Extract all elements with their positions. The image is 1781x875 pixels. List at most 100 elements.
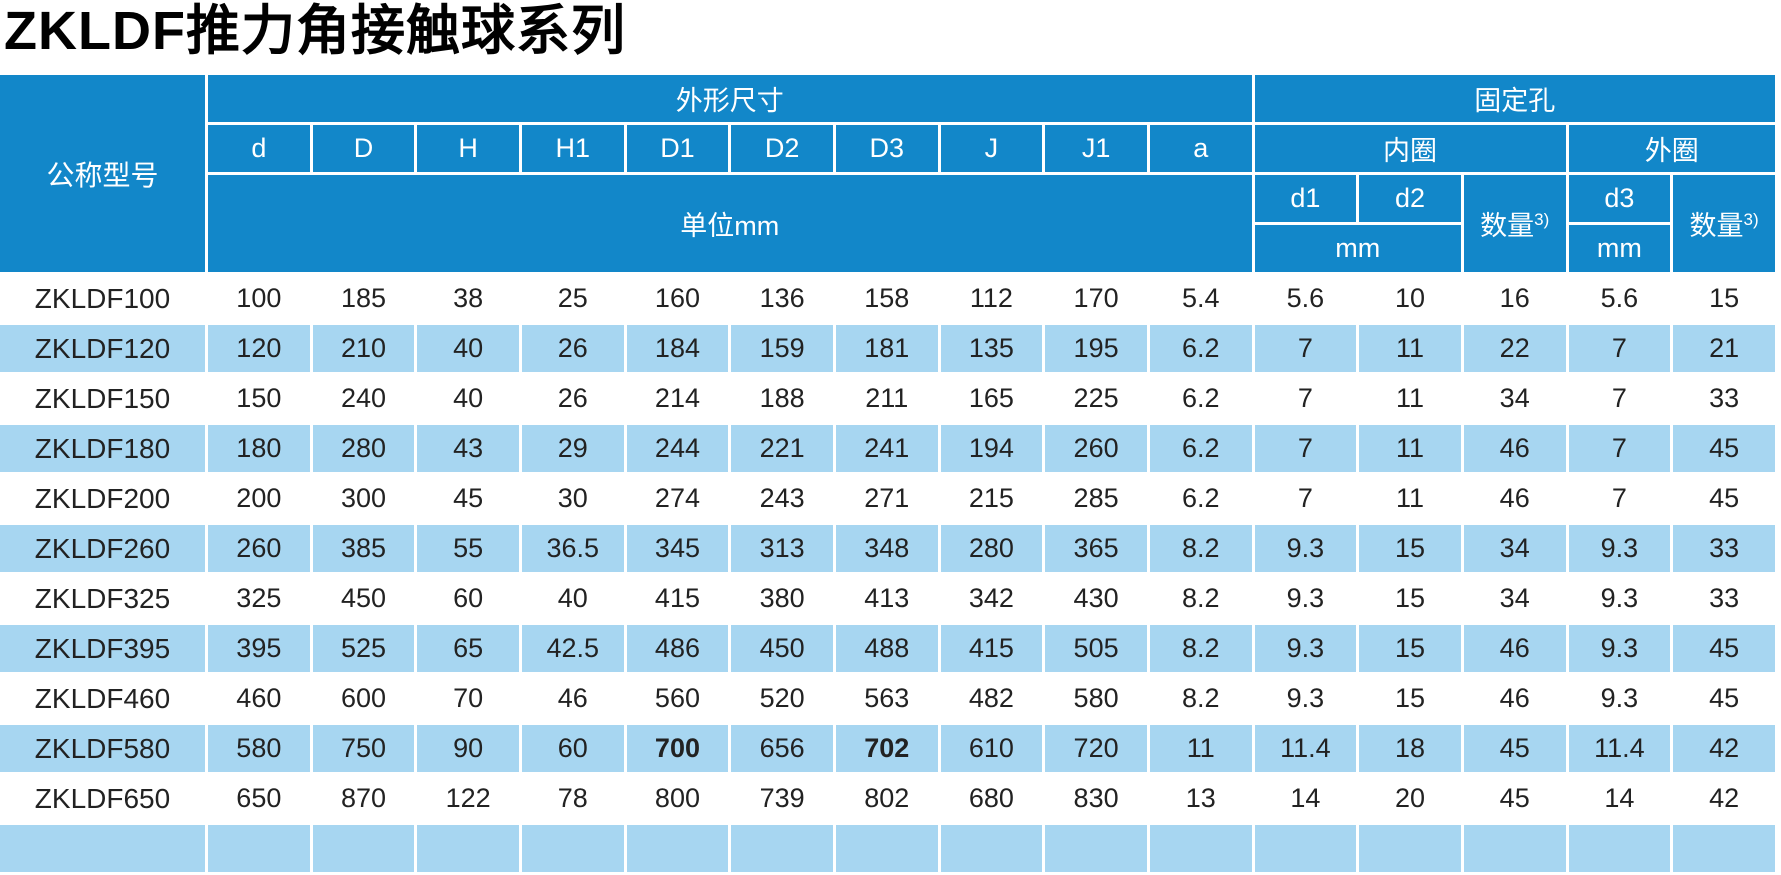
value-cell: 42 <box>1673 775 1775 822</box>
value-cell: 33 <box>1673 375 1775 422</box>
header-dims-unit: 单位mm <box>208 175 1252 272</box>
value-cell: 210 <box>312 325 415 372</box>
value-cell: 260 <box>1045 425 1147 472</box>
value-cell: 395 <box>208 625 310 672</box>
value-cell: 830 <box>1045 775 1147 822</box>
header-J1: J1 <box>1045 125 1147 172</box>
value-cell: 650 <box>208 775 310 822</box>
value-cell: 15 <box>1673 275 1775 322</box>
value-cell: 45 <box>1463 775 1566 822</box>
value-cell: 7 <box>1254 475 1357 522</box>
value-cell: 33 <box>1673 575 1775 622</box>
value-cell: 26 <box>521 375 624 422</box>
value-cell: 45 <box>1673 425 1775 472</box>
table-row: ZKLDF100 100 185 38 25 160 136 158 112 170 5.4 5.6 1… <box>0 275 1775 322</box>
table-row: ZKLDF650 650 870 122 78 800 739 802 680 830 13 14 20… <box>0 775 1775 822</box>
model-cell: ZKLDF120 <box>0 325 205 372</box>
value-cell: 100 <box>208 275 310 322</box>
value-cell: 15 <box>1359 675 1461 722</box>
catalog-page: { "page_title": "ZKLDF推力角接触球系列", "colors… <box>0 4 1775 872</box>
value-cell <box>1568 825 1671 872</box>
value-cell: 60 <box>521 725 624 772</box>
model-cell: ZKLDF150 <box>0 375 205 422</box>
value-cell <box>1463 825 1566 872</box>
value-cell: 5.4 <box>1149 275 1252 322</box>
value-cell: 11 <box>1149 725 1252 772</box>
spec-table: 公称型号 外形尺寸 固定孔 d D H H1 D1 D2 D3 J J1 a 内… <box>0 72 1778 875</box>
value-cell: 221 <box>731 425 833 472</box>
model-cell: ZKLDF260 <box>0 525 205 572</box>
value-cell: 45 <box>417 475 519 522</box>
table-row: ZKLDF150 150 240 40 26 214 188 211 165 225 6.2 7 11 3… <box>0 375 1775 422</box>
value-cell: 15 <box>1359 625 1461 672</box>
value-cell <box>1359 825 1461 872</box>
value-cell: 525 <box>312 625 415 672</box>
value-cell: 700 <box>626 725 729 772</box>
value-cell: 34 <box>1463 375 1566 422</box>
value-cell: 40 <box>417 375 519 422</box>
value-cell: 563 <box>835 675 938 722</box>
value-cell: 244 <box>626 425 729 472</box>
value-cell: 165 <box>940 375 1043 422</box>
value-cell: 45 <box>1463 725 1566 772</box>
value-cell: 5.6 <box>1254 275 1357 322</box>
value-cell: 8.2 <box>1149 675 1252 722</box>
value-cell: 9.3 <box>1254 525 1357 572</box>
value-cell: 6.2 <box>1149 375 1252 422</box>
value-cell: 20 <box>1359 775 1461 822</box>
value-cell: 70 <box>417 675 519 722</box>
value-cell: 45 <box>1673 475 1775 522</box>
value-cell: 413 <box>835 575 938 622</box>
value-cell: 38 <box>417 275 519 322</box>
value-cell: 55 <box>417 525 519 572</box>
value-cell: 215 <box>940 475 1043 522</box>
footnote-marker: 3) <box>1534 210 1550 229</box>
model-cell <box>0 825 205 872</box>
value-cell: 34 <box>1463 525 1566 572</box>
value-cell: 34 <box>1463 575 1566 622</box>
value-cell: 285 <box>1045 475 1147 522</box>
value-cell: 750 <box>312 725 415 772</box>
value-cell: 365 <box>1045 525 1147 572</box>
value-cell: 7 <box>1568 325 1671 372</box>
value-cell: 78 <box>521 775 624 822</box>
value-cell: 415 <box>626 575 729 622</box>
value-cell <box>312 825 415 872</box>
value-cell: 505 <box>1045 625 1147 672</box>
value-cell: 520 <box>731 675 833 722</box>
value-cell: 8.2 <box>1149 525 1252 572</box>
value-cell: 195 <box>1045 325 1147 372</box>
value-cell: 430 <box>1045 575 1147 622</box>
value-cell: 11 <box>1359 425 1461 472</box>
value-cell: 30 <box>521 475 624 522</box>
value-cell: 9.3 <box>1254 625 1357 672</box>
value-cell: 200 <box>208 475 310 522</box>
header-outer-ring: 外圈 <box>1568 125 1775 172</box>
header-dims-group: 外形尺寸 <box>208 75 1252 122</box>
value-cell: 460 <box>208 675 310 722</box>
value-cell: 46 <box>1463 425 1566 472</box>
value-cell: 560 <box>626 675 729 722</box>
value-cell: 112 <box>940 275 1043 322</box>
value-cell <box>626 825 729 872</box>
value-cell: 802 <box>835 775 938 822</box>
header-inner-mm: mm <box>1254 225 1461 272</box>
value-cell: 600 <box>312 675 415 722</box>
value-cell: 40 <box>521 575 624 622</box>
value-cell <box>1254 825 1357 872</box>
model-cell: ZKLDF650 <box>0 775 205 822</box>
value-cell: 180 <box>208 425 310 472</box>
value-cell: 120 <box>208 325 310 372</box>
value-cell: 159 <box>731 325 833 372</box>
header-J: J <box>940 125 1043 172</box>
value-cell <box>521 825 624 872</box>
value-cell: 194 <box>940 425 1043 472</box>
value-cell: 21 <box>1673 325 1775 372</box>
value-cell: 29 <box>521 425 624 472</box>
value-cell: 240 <box>312 375 415 422</box>
value-cell: 7 <box>1254 325 1357 372</box>
value-cell: 22 <box>1463 325 1566 372</box>
value-cell: 135 <box>940 325 1043 372</box>
value-cell: 486 <box>626 625 729 672</box>
header-D2: D2 <box>731 125 833 172</box>
